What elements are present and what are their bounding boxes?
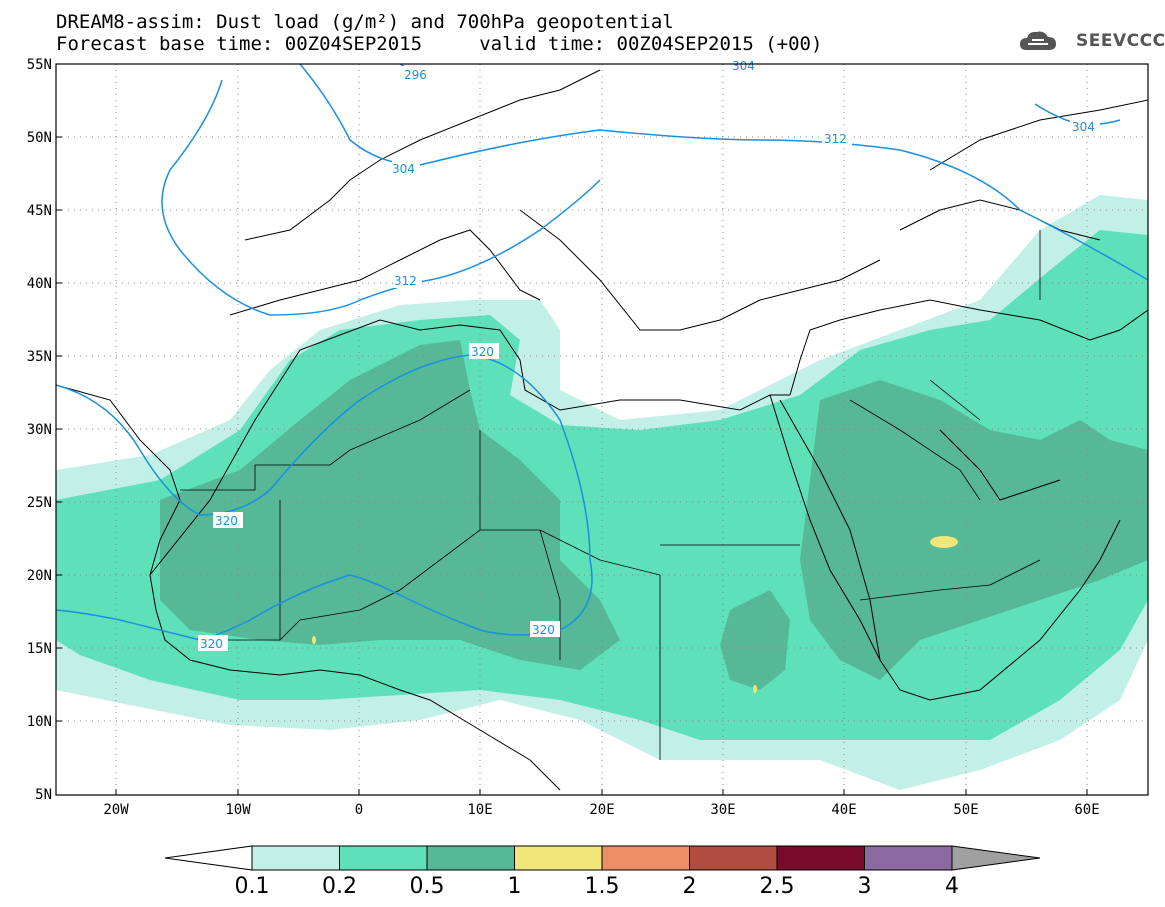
contour-label-312: 312 bbox=[394, 274, 417, 288]
dust-level-1-arabia bbox=[930, 536, 958, 548]
lon-label: 20E bbox=[589, 802, 614, 818]
dust-level-1-sudan bbox=[753, 685, 757, 693]
lon-label: 0 bbox=[355, 802, 363, 818]
colorbar-box bbox=[689, 845, 778, 871]
lon-label: 60E bbox=[1074, 802, 1099, 818]
lat-label: 15N bbox=[27, 641, 52, 657]
contour-label-320: 320 bbox=[200, 637, 223, 651]
colorbar-box bbox=[601, 845, 690, 871]
contour-label-320: 320 bbox=[471, 345, 494, 359]
lat-label: 10N bbox=[27, 714, 52, 730]
map-title-line2: Forecast base time: 00Z04SEP2015 valid t… bbox=[56, 33, 823, 55]
lon-label: 30E bbox=[710, 802, 735, 818]
dust-level-0.5-sudan bbox=[720, 590, 790, 690]
colorbar-tick-label: 2 bbox=[683, 874, 697, 899]
colorbar: 0.1 0.2 0.5 1 1.5 2 2.5 3 4 bbox=[164, 845, 1041, 899]
colorbar-tick-label: 1.5 bbox=[585, 874, 620, 899]
colorbar-box bbox=[776, 845, 865, 871]
lon-label: 10E bbox=[467, 802, 492, 818]
lat-label: 35N bbox=[27, 349, 52, 365]
colorbar-tick-label: 0.5 bbox=[410, 874, 445, 899]
dust-level-0.5-east bbox=[800, 380, 1148, 680]
lon-label: 40E bbox=[831, 802, 856, 818]
lon-label: 50E bbox=[953, 802, 978, 818]
contour-label-304: 304 bbox=[732, 59, 755, 73]
colorbar-box bbox=[864, 845, 953, 871]
contour-label-304: 304 bbox=[1072, 120, 1095, 134]
colorbar-tick-label: 0.2 bbox=[322, 874, 357, 899]
lat-label: 50N bbox=[27, 130, 52, 146]
dust-level-0.5-west bbox=[160, 340, 620, 670]
contour-labels: 296 304 312 320 320 320 320 312 304 304 bbox=[198, 59, 1100, 651]
colorbar-box bbox=[251, 845, 340, 871]
dust-level-1-sahel bbox=[312, 636, 316, 644]
lon-label: 10W bbox=[225, 802, 251, 818]
colorbar-tick-label: 4 bbox=[945, 874, 959, 899]
colorbar-box bbox=[426, 845, 515, 871]
colorbar-tick-label: 2.5 bbox=[760, 874, 795, 899]
cloud-logo-icon bbox=[1020, 31, 1056, 50]
contour-label-320: 320 bbox=[215, 514, 238, 528]
contour-label-320: 320 bbox=[532, 623, 555, 637]
lat-label: 45N bbox=[27, 203, 52, 219]
colorbar-box bbox=[514, 845, 603, 871]
map-title-line1: DREAM8-assim: Dust load (g/m²) and 700hP… bbox=[56, 11, 674, 33]
lat-label: 40N bbox=[27, 276, 52, 292]
axis-ticks bbox=[56, 63, 1088, 796]
colorbar-under-arrow bbox=[164, 845, 253, 871]
contour-label-304: 304 bbox=[392, 162, 415, 176]
latitude-labels: 55N 50N 45N 40N 35N 30N 25N 20N 15N 10N … bbox=[27, 57, 52, 803]
logo-text: SEEVCCC bbox=[1076, 31, 1165, 51]
colorbar-box bbox=[339, 845, 428, 871]
contour-label-312: 312 bbox=[824, 132, 847, 146]
country-borders bbox=[180, 230, 1041, 760]
lat-label: 5N bbox=[35, 787, 52, 803]
lon-label: 20W bbox=[103, 802, 129, 818]
colorbar-over-arrow bbox=[951, 845, 1041, 871]
lat-label: 30N bbox=[27, 422, 52, 438]
lat-label: 55N bbox=[27, 57, 52, 73]
coastlines bbox=[56, 69, 1148, 791]
colorbar-tick-label: 1 bbox=[508, 874, 522, 899]
colorbar-tick-label: 0.1 bbox=[235, 874, 270, 899]
longitude-labels: 20W 10W 0 10E 20E 30E 40E 50E 60E bbox=[103, 802, 1099, 818]
lat-label: 25N bbox=[27, 495, 52, 511]
contour-label-296: 296 bbox=[404, 68, 427, 82]
colorbar-tick-label: 3 bbox=[858, 874, 872, 899]
lat-label: 20N bbox=[27, 568, 52, 584]
